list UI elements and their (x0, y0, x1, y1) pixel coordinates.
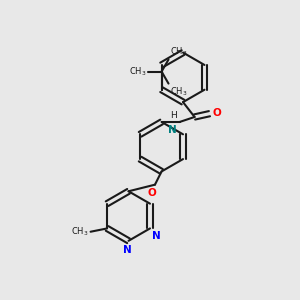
Text: N: N (122, 245, 131, 255)
Text: N: N (168, 124, 177, 135)
Text: N: N (152, 231, 160, 241)
Text: CH$_3$: CH$_3$ (71, 226, 89, 238)
Text: CH$_3$: CH$_3$ (170, 85, 188, 98)
Text: CH$_3$: CH$_3$ (170, 45, 188, 58)
Text: H: H (170, 111, 177, 120)
Text: O: O (147, 188, 156, 198)
Text: CH$_3$: CH$_3$ (128, 65, 146, 78)
Text: O: O (212, 108, 221, 118)
